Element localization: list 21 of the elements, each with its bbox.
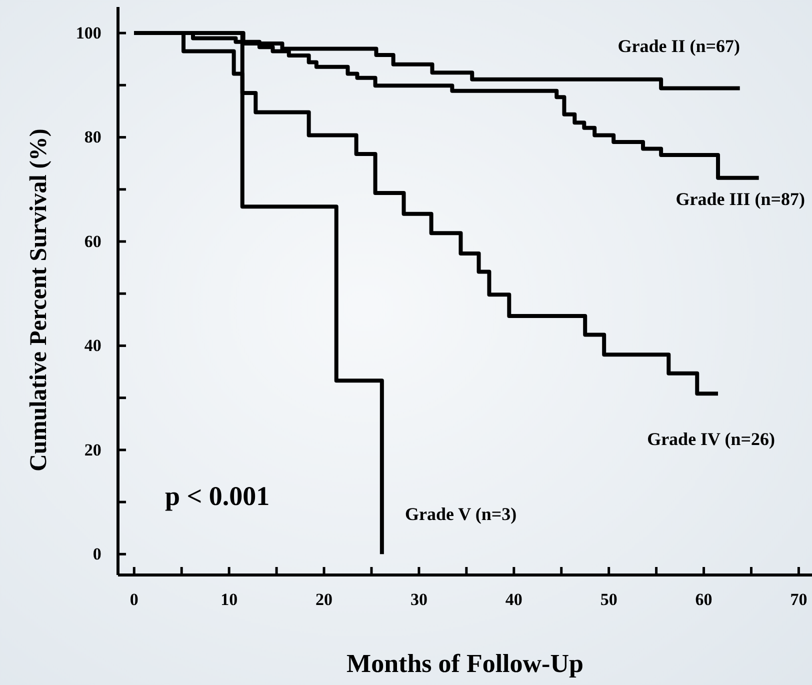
- y-tick-label: 60: [84, 232, 102, 251]
- x-tick-label: 70: [790, 590, 808, 610]
- x-tick-label: 0: [130, 590, 138, 610]
- x-axis-title: Months of Follow-Up: [346, 649, 584, 678]
- x-tick-label: 30: [410, 590, 428, 610]
- x-tick-label: 40: [505, 590, 522, 610]
- series-label: Grade V (n=3): [405, 504, 517, 524]
- annotation: p < 0.001: [165, 481, 270, 511]
- y-tick-label: 0: [92, 544, 102, 564]
- y-axis-title: Cumulative Percent Survival (%): [26, 128, 52, 472]
- x-tick-label: 10: [220, 590, 238, 610]
- y-tick-label: 20: [84, 440, 102, 460]
- x-tick-label: 20: [316, 590, 333, 610]
- text: Grade IV (n=26): [647, 429, 775, 449]
- x-tick-label: 60: [695, 590, 712, 610]
- y-tick-label: 40: [84, 336, 102, 356]
- series-label: Grade II (n=67): [618, 36, 740, 56]
- series-label: Grade III (n=87): [676, 189, 805, 209]
- y-tick-label: 80: [84, 128, 102, 147]
- y-tick-label: 100: [76, 23, 102, 42]
- x-tick-label: 50: [600, 590, 618, 610]
